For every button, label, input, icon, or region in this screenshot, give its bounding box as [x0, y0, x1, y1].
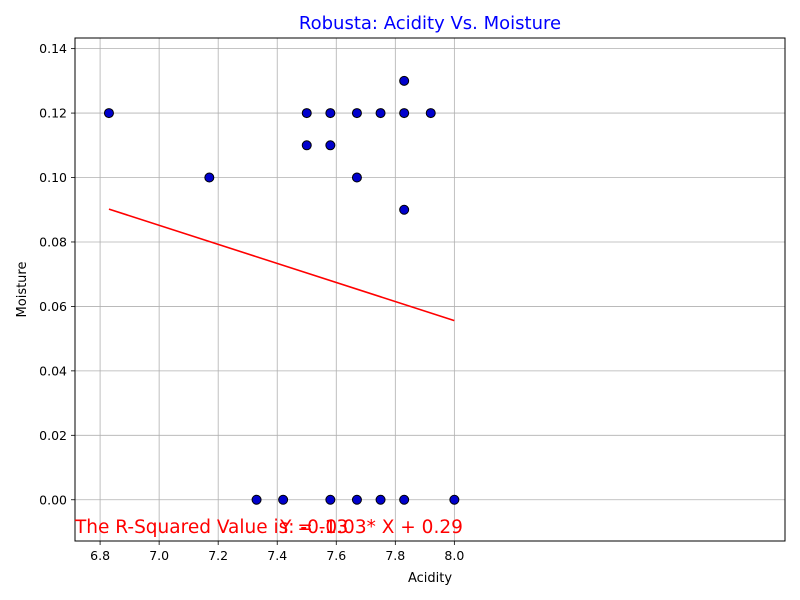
data-point [375, 108, 386, 119]
r-squared-annotation: The R-Squared Value is: -0.13 [74, 517, 348, 538]
plot-frame [74, 37, 786, 542]
x-tick-label: 7.8 [385, 548, 405, 563]
data-point [351, 494, 362, 505]
regression-line [108, 208, 455, 322]
x-axis-title: Acidity [408, 571, 452, 586]
equation-annotation: Y = -0.03* X + 0.29 [279, 517, 463, 538]
y-tick-label: 0.12 [39, 106, 67, 121]
data-point [425, 108, 436, 119]
y-tick-label: 0.04 [39, 363, 67, 378]
y-axis-title: Moisture [15, 262, 30, 318]
x-axis-ticks: 6.8 7.0 7.2 7.4 7.6 7.8 8.0 [90, 541, 464, 563]
y-tick-label: 0.02 [39, 428, 67, 443]
regression-layer [108, 208, 455, 322]
y-tick-label: 0.14 [39, 41, 67, 56]
x-tick-label: 7.2 [208, 548, 228, 563]
data-point [325, 140, 336, 151]
data-point [204, 172, 215, 183]
y-tick-label: 0.00 [39, 492, 67, 507]
data-point [251, 494, 262, 505]
data-point [399, 494, 410, 505]
x-tick-label: 6.8 [90, 548, 110, 563]
y-tick-label: 0.10 [39, 170, 67, 185]
data-point [375, 494, 386, 505]
data-point [399, 204, 410, 215]
chart-title: Robusta: Acidity Vs. Moisture [299, 13, 561, 34]
data-point [351, 108, 362, 119]
data-point [325, 108, 336, 119]
x-tick-label: 8.0 [444, 548, 464, 563]
data-point [399, 108, 410, 119]
y-axis-ticks: 0.00 0.02 0.04 0.06 0.08 0.10 0.12 0.14 [39, 41, 75, 507]
x-tick-label: 7.0 [149, 548, 169, 563]
y-tick-label: 0.06 [39, 299, 67, 314]
data-point [399, 75, 410, 86]
y-tick-label: 0.08 [39, 234, 67, 249]
points-layer [103, 75, 460, 505]
x-tick-label: 7.6 [326, 548, 346, 563]
data-point [325, 494, 336, 505]
data-point [301, 140, 312, 151]
data-point [278, 494, 289, 505]
data-point [103, 108, 114, 119]
data-point [301, 108, 312, 119]
data-point [351, 172, 362, 183]
annotations: The R-Squared Value is: -0.13Y = -0.03* … [74, 517, 463, 538]
x-tick-label: 7.4 [267, 548, 287, 563]
data-point [449, 494, 460, 505]
